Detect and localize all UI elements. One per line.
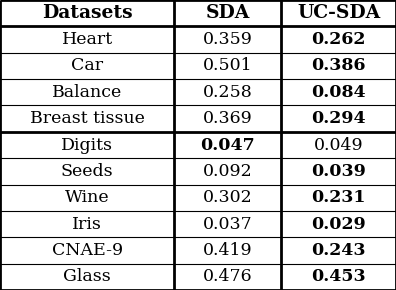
Text: 0.359: 0.359 bbox=[203, 31, 253, 48]
Text: Car: Car bbox=[71, 57, 103, 75]
Text: 0.262: 0.262 bbox=[311, 31, 366, 48]
Text: 0.294: 0.294 bbox=[311, 110, 366, 127]
Text: 0.039: 0.039 bbox=[311, 163, 366, 180]
Text: 0.049: 0.049 bbox=[314, 137, 364, 153]
Text: Iris: Iris bbox=[72, 215, 102, 233]
Text: 0.386: 0.386 bbox=[311, 57, 366, 75]
Text: 0.476: 0.476 bbox=[203, 268, 253, 285]
Text: Balance: Balance bbox=[52, 84, 122, 101]
Text: 0.453: 0.453 bbox=[311, 268, 366, 285]
Text: SDA: SDA bbox=[206, 4, 250, 22]
Text: 0.369: 0.369 bbox=[203, 110, 253, 127]
Text: 0.029: 0.029 bbox=[311, 215, 366, 233]
Text: 0.302: 0.302 bbox=[203, 189, 253, 206]
Text: Digits: Digits bbox=[61, 137, 113, 153]
Text: UC-SDA: UC-SDA bbox=[297, 4, 380, 22]
Text: 0.047: 0.047 bbox=[200, 137, 255, 153]
Text: Wine: Wine bbox=[65, 189, 109, 206]
Text: Seeds: Seeds bbox=[61, 163, 113, 180]
Text: 0.231: 0.231 bbox=[311, 189, 366, 206]
Text: Datasets: Datasets bbox=[42, 4, 132, 22]
Text: CNAE-9: CNAE-9 bbox=[51, 242, 123, 259]
Text: Glass: Glass bbox=[63, 268, 111, 285]
Text: 0.243: 0.243 bbox=[311, 242, 366, 259]
Text: 0.501: 0.501 bbox=[203, 57, 253, 75]
Text: 0.258: 0.258 bbox=[203, 84, 253, 101]
Text: 0.419: 0.419 bbox=[203, 242, 253, 259]
Text: Breast tissue: Breast tissue bbox=[30, 110, 145, 127]
Text: 0.037: 0.037 bbox=[203, 215, 253, 233]
Text: 0.084: 0.084 bbox=[311, 84, 366, 101]
Text: Heart: Heart bbox=[61, 31, 113, 48]
Text: 0.092: 0.092 bbox=[203, 163, 253, 180]
